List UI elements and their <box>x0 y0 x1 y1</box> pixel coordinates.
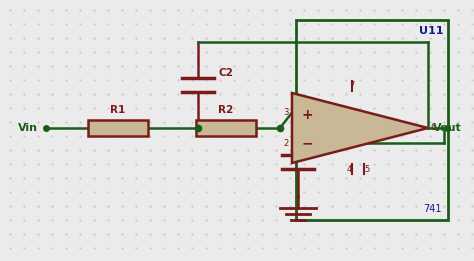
Text: R1: R1 <box>110 105 126 115</box>
Text: 741: 741 <box>423 204 442 214</box>
Text: 3: 3 <box>283 108 289 117</box>
Text: −: − <box>302 137 314 150</box>
Text: R2: R2 <box>219 105 234 115</box>
Bar <box>196 120 256 136</box>
Text: 4: 4 <box>347 165 352 174</box>
Text: Vout: Vout <box>433 123 462 133</box>
Text: Vin: Vin <box>18 123 38 133</box>
Polygon shape <box>292 93 428 163</box>
Text: 2: 2 <box>284 139 289 148</box>
Text: 6: 6 <box>430 123 436 133</box>
Text: 5: 5 <box>364 165 369 174</box>
Bar <box>88 120 148 136</box>
Text: C2: C2 <box>219 68 234 78</box>
Text: +: + <box>302 108 314 122</box>
Bar <box>296 20 448 220</box>
Text: U11: U11 <box>419 26 444 36</box>
Text: 7: 7 <box>349 81 355 90</box>
Text: C1: C1 <box>319 145 334 155</box>
